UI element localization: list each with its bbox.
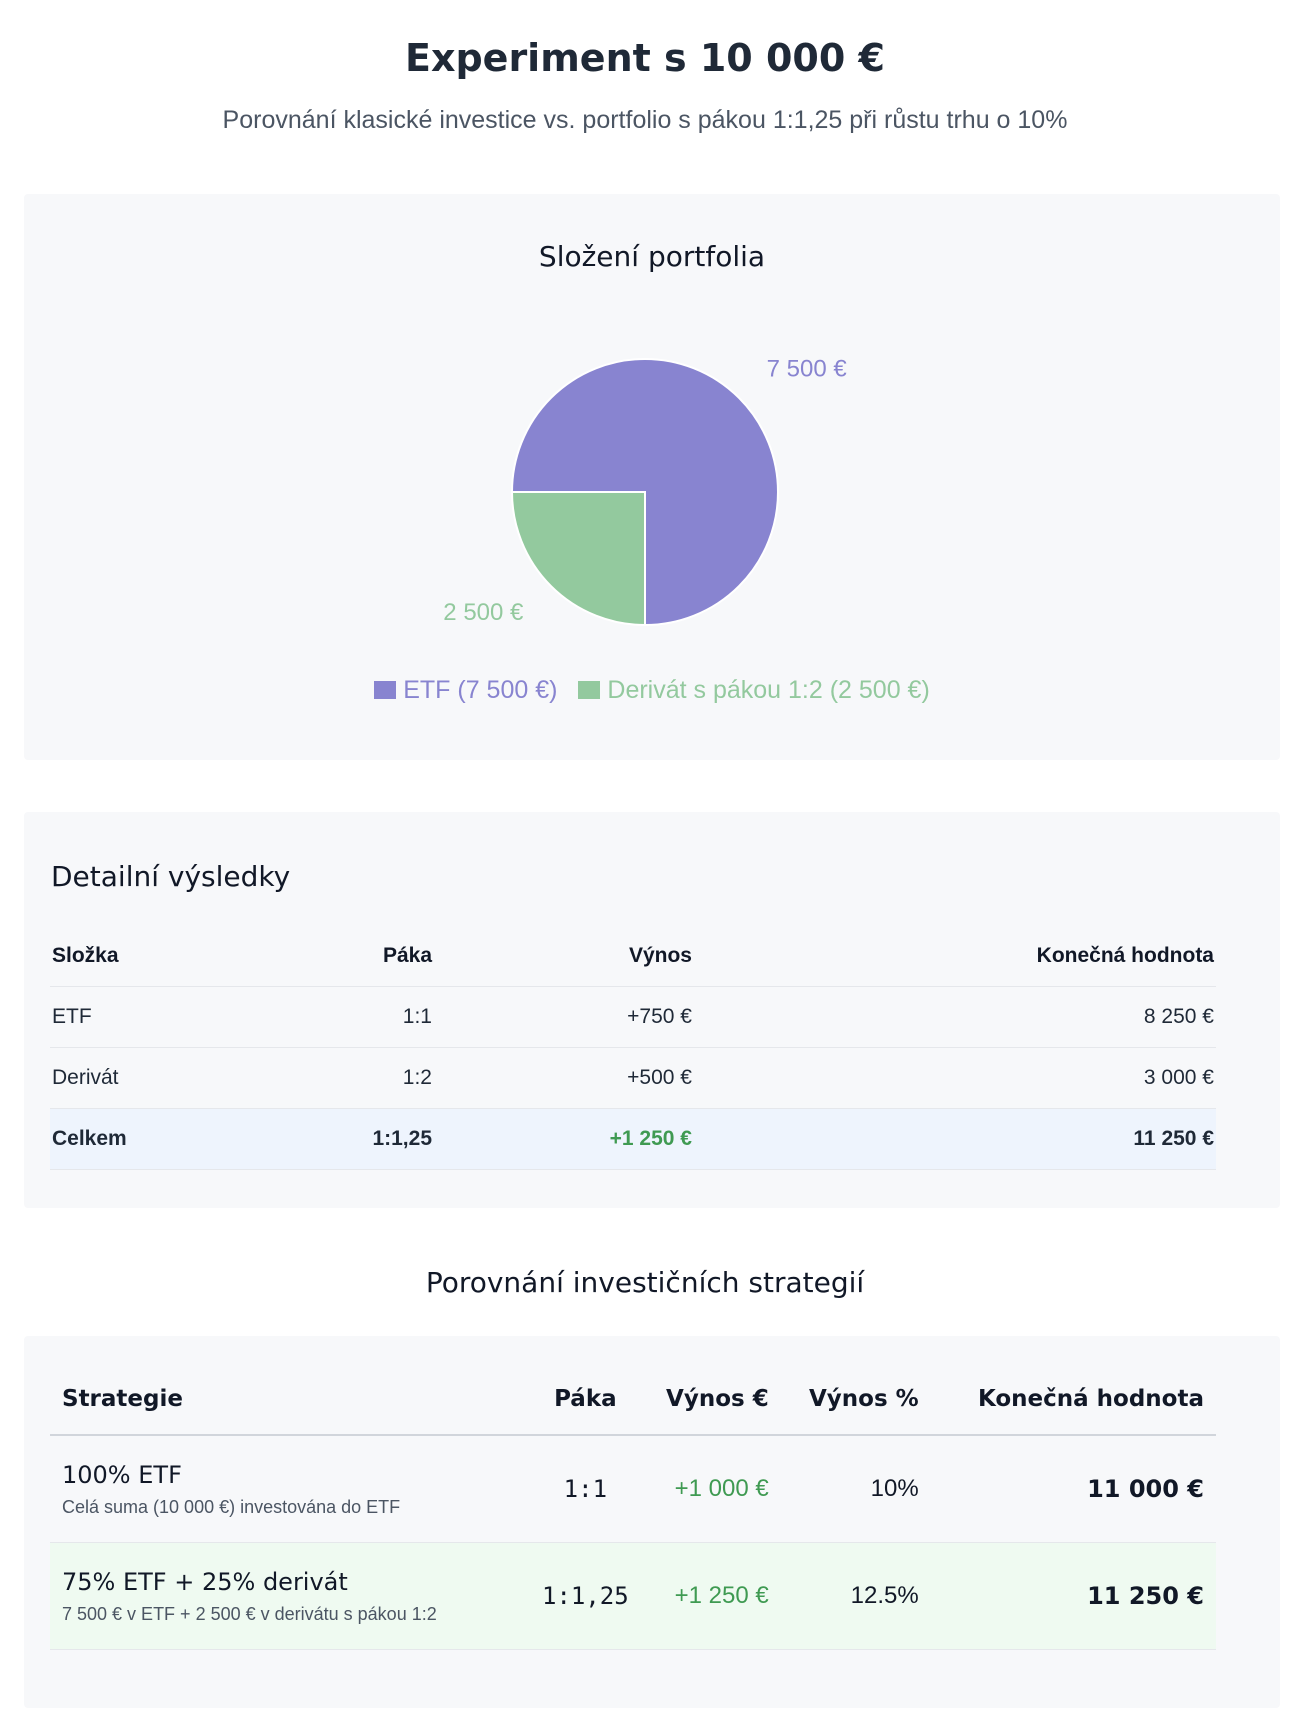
cell-yield-eur: +1 000 € <box>640 1435 781 1543</box>
cell-yield: +500 € <box>434 1047 694 1109</box>
col-header-final-value: Konečná hodnota <box>694 926 1216 987</box>
pie-chart: 7 500 € 2 500 € <box>443 356 848 627</box>
cell-yield-pct: 10% <box>780 1435 931 1543</box>
comparison-header-row: Strategie Páka Výnos € Výnos % Konečná h… <box>50 1364 1216 1436</box>
cell-strategy: 75% ETF + 25% derivát 7 500 € v ETF + 2 … <box>50 1542 530 1650</box>
cell-leverage: 1:1 <box>300 986 434 1048</box>
col-header-component: Složka <box>50 926 300 987</box>
strategy-description: 7 500 € v ETF + 2 500 € v derivátu s pák… <box>62 1603 437 1624</box>
strategy-name: 100% ETF <box>62 1460 182 1489</box>
page-subtitle: Porovnání klasické investice vs. portfol… <box>222 106 1068 134</box>
legend-swatch-derivative <box>578 681 601 699</box>
legend-item-etf[interactable]: ETF (7 500 €) <box>374 676 557 705</box>
comparison-card: Strategie Páka Výnos € Výnos % Konečná h… <box>24 1336 1280 1708</box>
col-header-strategy: Strategie <box>50 1364 530 1436</box>
chart-legend: ETF (7 500 €) Derivát s pákou 1:2 (2 500… <box>24 676 1280 705</box>
cell-leverage: 1:1,25 <box>530 1542 641 1650</box>
cell-yield-eur: +1 250 € <box>640 1542 781 1650</box>
cell-leverage: 1:1 <box>530 1435 641 1543</box>
cell-final-value: 8 250 € <box>694 986 1216 1048</box>
details-table: Složka Páka Výnos Konečná hodnota ETF 1:… <box>50 926 1216 1170</box>
col-header-yield: Výnos <box>434 926 694 987</box>
pie-label-etf: 7 500 € <box>767 356 848 383</box>
cell-yield: +1 250 € <box>434 1108 694 1170</box>
cell-component: Celkem <box>50 1108 300 1170</box>
portfolio-chart-card: Složení portfolia 7 500 € 2 500 € ETF (7 … <box>24 194 1280 760</box>
strategy-row-highlighted: 75% ETF + 25% derivát 7 500 € v ETF + 2 … <box>50 1542 1216 1650</box>
legend-item-derivative[interactable]: Derivát s pákou 1:2 (2 500 €) <box>578 676 930 705</box>
col-header-leverage: Páka <box>300 926 434 987</box>
col-header-yield-pct: Výnos % <box>780 1364 931 1436</box>
cell-component: Derivát <box>50 1047 300 1109</box>
cell-yield: +750 € <box>434 986 694 1048</box>
table-total-row: Celkem 1:1,25 +1 250 € 11 250 € <box>50 1108 1216 1170</box>
cell-leverage: 1:1,25 <box>300 1108 434 1170</box>
details-card: Detailní výsledky Složka Páka Výnos Kone… <box>24 812 1280 1208</box>
pie-slice-derivative[interactable] <box>510 491 646 627</box>
table-row: Derivát 1:2 +500 € 3 000 € <box>50 1047 1216 1109</box>
comparison-table: Strategie Páka Výnos € Výnos % Konečná h… <box>50 1364 1216 1650</box>
cell-final-value: 11 250 € <box>694 1108 1216 1170</box>
cell-final-value: 11 250 € <box>930 1542 1216 1650</box>
chart-title: Složení portfolia <box>538 240 766 273</box>
table-row: ETF 1:1 +750 € 8 250 € <box>50 986 1216 1048</box>
pie-label-derivative: 2 500 € <box>443 599 524 626</box>
legend-label-etf: ETF (7 500 €) <box>403 676 558 704</box>
details-title: Detailní výsledky <box>51 860 291 893</box>
strategy-row: 100% ETF Celá suma (10 000 €) investován… <box>50 1435 1216 1543</box>
cell-strategy: 100% ETF Celá suma (10 000 €) investován… <box>50 1435 530 1543</box>
legend-label-derivative: Derivát s pákou 1:2 (2 500 €) <box>607 676 930 704</box>
cell-component: ETF <box>50 986 300 1048</box>
col-header-yield-eur: Výnos € <box>640 1364 781 1436</box>
details-header-row: Složka Páka Výnos Konečná hodnota <box>50 926 1216 987</box>
col-header-leverage: Páka <box>530 1364 641 1436</box>
comparison-title: Porovnání investičních strategií <box>425 1266 865 1299</box>
strategy-name: 75% ETF + 25% derivát <box>62 1567 348 1596</box>
legend-swatch-etf <box>374 681 397 699</box>
cell-yield-pct: 12.5% <box>780 1542 931 1650</box>
col-header-final-value: Konečná hodnota <box>930 1364 1216 1436</box>
cell-leverage: 1:2 <box>300 1047 434 1109</box>
strategy-description: Celá suma (10 000 €) investována do ETF <box>62 1496 401 1517</box>
page-title: Experiment s 10 000 € <box>405 36 885 80</box>
cell-final-value: 3 000 € <box>694 1047 1216 1109</box>
cell-final-value: 11 000 € <box>930 1435 1216 1543</box>
